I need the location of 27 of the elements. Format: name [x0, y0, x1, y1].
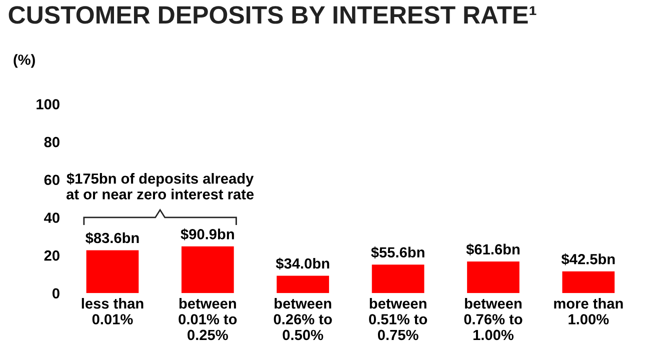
x-tick-label: between 0.01% to 0.25%	[178, 298, 237, 340]
y-tick-label: 80	[44, 136, 60, 148]
bar	[562, 271, 615, 294]
y-tick-label: 60	[44, 174, 60, 186]
x-tick-label: between 0.51% to 0.75%	[369, 298, 428, 340]
x-tick-label: between 0.26% to 0.50%	[274, 298, 332, 340]
y-axis-title: (%)	[14, 54, 35, 68]
bar	[467, 262, 520, 294]
bar	[372, 264, 424, 294]
annotation: $90.9bn	[180, 228, 234, 240]
chart-title: CUSTOMER DEPOSITS BY INTEREST RATE¹	[8, 6, 536, 24]
y-tick-label: 0	[52, 288, 60, 299]
bar	[182, 246, 234, 294]
bar	[86, 250, 139, 294]
x-tick-label: between 0.76% to 1.00%	[464, 298, 522, 340]
annotation: $61.6bn	[466, 244, 520, 256]
annotation: $42.5bn	[561, 253, 615, 266]
y-tick-label: 20	[44, 250, 60, 261]
x-tick-label: more than 1.00%	[554, 298, 623, 324]
annotation: $55.6bn	[371, 246, 424, 258]
annotation: $175bn of deposits already at or near zero interest rate	[66, 172, 254, 200]
bar	[276, 276, 330, 294]
y-tick-label: 40	[44, 212, 60, 223]
x-tick-label: less than 0.01%	[82, 298, 144, 324]
annotation: $34.0bn	[276, 258, 330, 270]
annotation: $83.6bn	[86, 232, 139, 244]
y-tick-label: 100	[36, 99, 60, 110]
